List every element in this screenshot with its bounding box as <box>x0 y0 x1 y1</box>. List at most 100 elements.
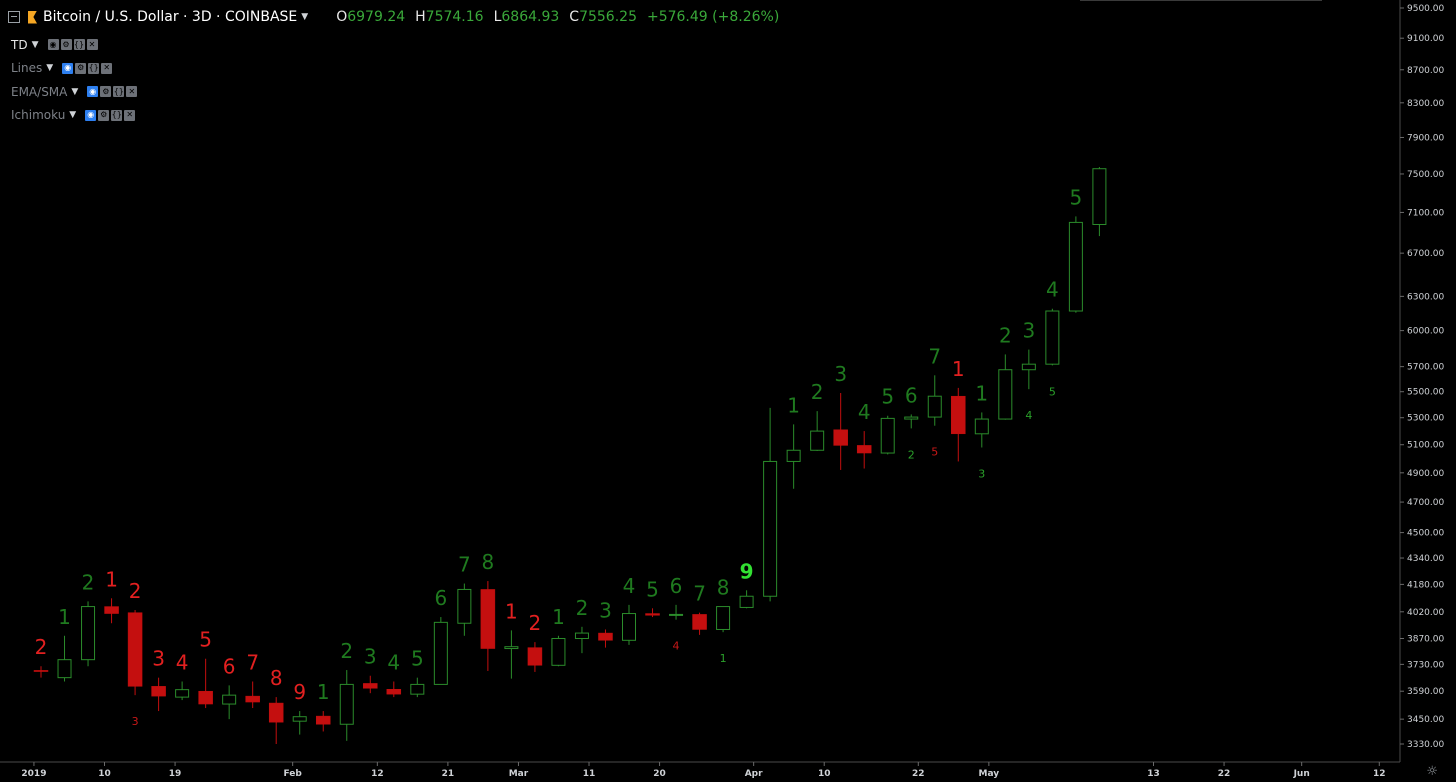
candle[interactable] <box>104 598 119 624</box>
eye-icon[interactable]: ◉ <box>87 86 99 98</box>
td-count-label: 4 <box>176 651 189 675</box>
candle[interactable] <box>810 411 825 451</box>
study-name[interactable]: TD <box>11 37 28 52</box>
eye-icon[interactable]: ◉ <box>62 62 74 74</box>
candle[interactable] <box>1092 167 1107 237</box>
candle[interactable] <box>33 666 49 678</box>
td-count-label: 2 <box>811 380 824 404</box>
candle[interactable] <box>57 635 72 682</box>
study-name[interactable]: Ichimoku <box>11 108 66 123</box>
candle[interactable] <box>504 630 519 679</box>
candle[interactable] <box>645 608 660 618</box>
candle[interactable] <box>268 697 284 744</box>
close-icon[interactable]: ✕ <box>126 86 138 98</box>
gear-icon[interactable]: ⚙ <box>100 86 112 98</box>
candle[interactable] <box>551 635 566 667</box>
chevron-down-icon[interactable]: ▼ <box>31 39 39 50</box>
candle[interactable] <box>927 375 942 426</box>
candle[interactable] <box>127 610 143 696</box>
study-name[interactable]: EMA/SMA <box>11 84 68 99</box>
candle[interactable] <box>363 675 378 694</box>
candle[interactable] <box>480 581 496 671</box>
candle[interactable] <box>245 681 260 709</box>
close-icon[interactable]: ✕ <box>86 39 98 51</box>
candle[interactable] <box>410 677 425 698</box>
study-name[interactable]: Lines <box>11 61 43 76</box>
x-tick-label: Feb <box>283 769 302 779</box>
td-count-label: 4 <box>673 640 680 653</box>
gear-icon[interactable]: ⚙ <box>75 62 87 74</box>
td-count-label: 5 <box>646 577 659 601</box>
chevron-down-icon[interactable]: ▼ <box>46 63 54 74</box>
study-td[interactable]: TD ▼ ◉ ⚙ {} ✕ <box>11 33 137 57</box>
candle[interactable] <box>998 354 1013 420</box>
gear-icon[interactable]: ⚙ <box>98 109 110 121</box>
candle-body <box>574 632 589 639</box>
candle[interactable] <box>175 681 190 701</box>
candle[interactable] <box>81 601 96 667</box>
x-tick-label: 10 <box>98 769 111 779</box>
chevron-down-icon[interactable]: ▼ <box>69 110 77 121</box>
candle[interactable] <box>833 392 848 470</box>
candle[interactable] <box>527 642 543 672</box>
y-tick-label: 4900.00 <box>1407 469 1444 479</box>
y-tick-label: 3870.00 <box>1407 634 1444 644</box>
candle[interactable] <box>433 617 448 685</box>
candle-body <box>81 606 96 661</box>
candle[interactable] <box>951 387 966 462</box>
braces-icon[interactable]: {} <box>88 62 100 74</box>
braces-icon[interactable]: {} <box>73 39 85 51</box>
candle[interactable] <box>622 604 636 645</box>
td-count-label: 3 <box>364 645 377 669</box>
chevron-down-icon[interactable]: ▼ <box>71 86 79 97</box>
braces-icon[interactable]: {} <box>111 109 123 121</box>
gear-icon[interactable]: ⚙ <box>60 39 72 51</box>
candle[interactable] <box>574 626 589 654</box>
candle[interactable] <box>716 606 731 633</box>
candle[interactable] <box>974 412 989 448</box>
eye-icon[interactable]: ◉ <box>85 109 97 121</box>
candle[interactable] <box>880 415 895 455</box>
symbol-title[interactable]: Bitcoin / U.S. Dollar · 3D · COINBASE <box>43 9 298 25</box>
candle[interactable] <box>1021 349 1036 390</box>
candle[interactable] <box>669 604 684 620</box>
candle-body <box>786 449 801 462</box>
candle[interactable] <box>315 711 331 732</box>
td-count-label: 5 <box>1070 185 1083 209</box>
change-value: +576.49 (+8.26%) <box>646 9 780 25</box>
study-ichimoku[interactable]: Ichimoku ▼ ◉ ⚙ {} ✕ <box>11 104 137 128</box>
td-count-label: 6 <box>434 586 447 610</box>
close-icon[interactable]: ✕ <box>101 62 113 74</box>
candle[interactable] <box>786 424 801 489</box>
candle-body <box>1092 168 1107 225</box>
study-ema-sma[interactable]: EMA/SMA ▼ ◉ ⚙ {} ✕ <box>11 80 138 104</box>
y-tick-label: 7900.00 <box>1407 133 1444 143</box>
candle[interactable] <box>198 658 213 709</box>
candle[interactable] <box>1068 216 1083 313</box>
candle[interactable] <box>292 711 307 735</box>
candle[interactable] <box>222 685 237 720</box>
candle[interactable] <box>151 677 166 712</box>
candle[interactable] <box>856 431 872 469</box>
study-lines[interactable]: Lines ▼ ◉ ⚙ {} ✕ <box>11 57 137 81</box>
td-count-label: 1 <box>105 567 118 591</box>
candle-body <box>198 690 213 705</box>
eye-icon[interactable]: ◉ <box>47 39 59 51</box>
candle[interactable] <box>598 629 613 648</box>
td-count-label: 7 <box>693 582 706 606</box>
candle[interactable] <box>904 414 919 429</box>
collapse-icon[interactable] <box>8 11 20 23</box>
candle[interactable] <box>692 612 707 635</box>
close-value: 7556.25 <box>579 9 637 25</box>
braces-icon[interactable]: {} <box>113 86 125 98</box>
candle[interactable] <box>763 407 778 602</box>
candle[interactable] <box>1045 308 1060 366</box>
chevron-down-icon[interactable]: ▼ <box>301 12 309 22</box>
close-icon[interactable]: ✕ <box>124 109 136 121</box>
candle[interactable] <box>386 681 402 698</box>
candle[interactable] <box>739 590 754 609</box>
candle[interactable] <box>339 670 354 741</box>
settings-gear-icon[interactable]: ☼ <box>1426 764 1438 779</box>
candle[interactable] <box>457 583 472 636</box>
